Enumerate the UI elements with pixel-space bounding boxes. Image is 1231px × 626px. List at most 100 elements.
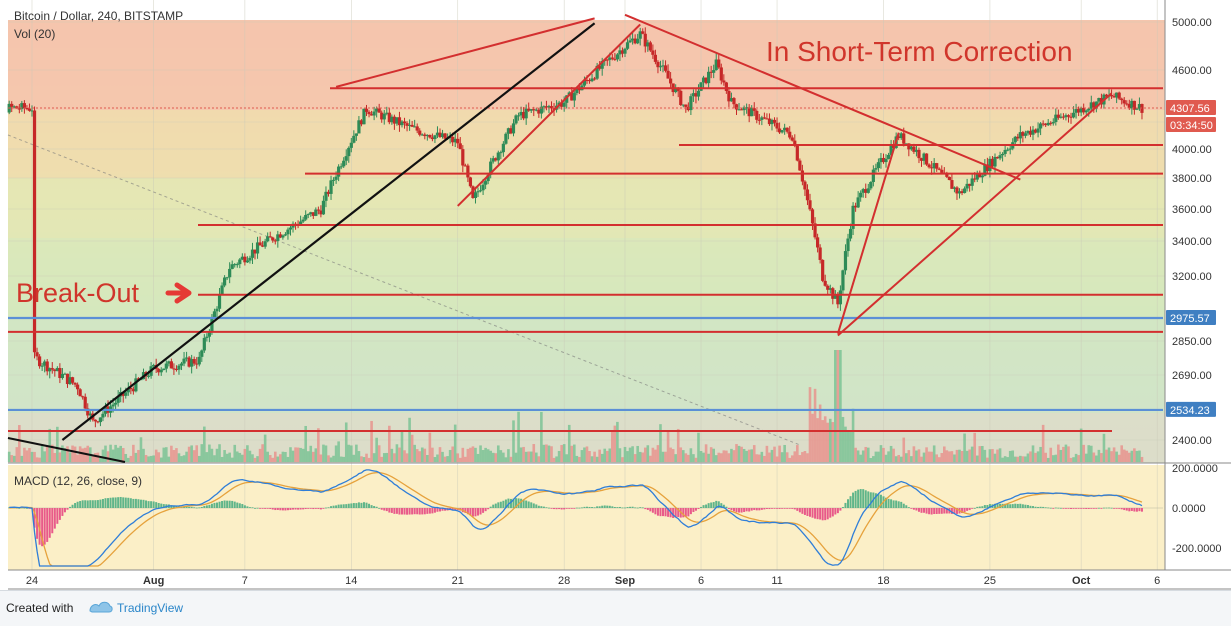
candle-body — [798, 160, 802, 171]
macd-histogram-bar — [890, 499, 893, 508]
volume-bar — [537, 456, 541, 462]
macd-histogram-bar — [299, 508, 302, 510]
candle-body — [466, 165, 470, 178]
candle-body — [288, 227, 293, 230]
volume-bar — [839, 350, 842, 462]
volume-bar — [502, 452, 505, 462]
candle-body — [836, 294, 840, 305]
macd-histogram-bar — [940, 508, 943, 514]
price-badge-label: 2534.23 — [1170, 405, 1210, 417]
macd-histogram-bar — [259, 508, 262, 509]
volume-bar — [385, 452, 389, 462]
macd-histogram-bar — [565, 508, 568, 509]
macd-histogram-bar — [677, 508, 680, 518]
horizontal-levels — [8, 87, 1163, 433]
candle-body — [329, 180, 333, 194]
volume-bar — [798, 455, 802, 462]
candle-body — [983, 164, 987, 176]
macd-histogram-bar — [864, 490, 867, 508]
candle-body — [354, 133, 358, 136]
macd-histogram-bar — [451, 508, 454, 511]
candle-body — [177, 365, 181, 370]
macd-histogram-bar — [776, 508, 779, 509]
macd-histogram-bar — [314, 508, 317, 509]
macd-histogram-bar — [945, 508, 948, 514]
volume-bar — [725, 450, 728, 462]
candle-body — [25, 108, 29, 110]
candle-body — [767, 118, 772, 125]
macd-histogram-bar — [431, 508, 434, 514]
macd-histogram-bar — [246, 506, 249, 508]
macd-histogram-bar — [867, 491, 870, 508]
candle-body — [81, 396, 85, 398]
macd-histogram-bar — [598, 506, 601, 508]
time-tick-label: 24 — [26, 575, 38, 587]
volume-bar — [400, 430, 404, 462]
macd-histogram-bar — [1080, 508, 1083, 509]
macd-histogram-bar — [36, 508, 39, 539]
macd-histogram-bar — [618, 506, 621, 508]
macd-histogram-bar — [1016, 503, 1019, 508]
volume-bar — [854, 447, 857, 462]
macd-histogram-bar — [1130, 508, 1133, 511]
volume-bar — [261, 444, 264, 462]
candle-body — [808, 200, 812, 210]
tradingview-link[interactable]: TradingView — [117, 601, 184, 615]
candle-body — [481, 184, 485, 191]
macd-histogram-bar — [56, 508, 59, 524]
volume-bar — [583, 447, 586, 462]
macd-histogram-bar — [735, 508, 738, 513]
candle-body — [73, 382, 77, 385]
candle-body — [783, 127, 787, 131]
volume-bar — [674, 454, 677, 462]
volume-bar — [681, 450, 685, 462]
macd-histogram-bar — [185, 506, 188, 508]
volume-bar — [1089, 445, 1093, 462]
tradingview-logo-icon[interactable] — [88, 599, 114, 615]
candle-body — [780, 130, 784, 133]
macd-histogram-bar — [847, 499, 850, 508]
volume-bar — [317, 428, 320, 462]
macd-histogram-bar — [441, 508, 444, 511]
candle-body — [420, 134, 424, 136]
volume-bar — [899, 456, 903, 462]
macd-histogram-bar — [1032, 506, 1035, 508]
candle-body — [271, 237, 275, 241]
volume-bar — [651, 447, 655, 462]
candle-body — [1130, 100, 1134, 109]
macd-histogram-bar — [869, 492, 872, 508]
candle-body — [68, 377, 72, 385]
macd-tick-label: 0.0000 — [1172, 503, 1206, 515]
candle-body — [136, 378, 141, 380]
candle-body — [648, 42, 652, 51]
macd-histogram-bar — [933, 508, 936, 515]
candle-body — [433, 135, 437, 140]
macd-histogram-bar — [578, 507, 581, 509]
time-tick-label: 7 — [242, 575, 248, 587]
volume-bar — [426, 454, 429, 462]
trend-line-support — [837, 92, 1113, 337]
candle-body — [638, 31, 642, 39]
macd-histogram-bar — [963, 508, 966, 513]
volume-bar — [111, 449, 115, 462]
macd-histogram-bar — [806, 508, 809, 516]
volume-bar — [431, 447, 434, 462]
candle-body — [864, 189, 868, 193]
candle-body — [339, 166, 343, 168]
candle-body — [1028, 130, 1033, 135]
volume-bar — [213, 455, 216, 462]
candle-body — [499, 152, 503, 154]
volume-bar — [210, 448, 214, 462]
candle-body — [440, 133, 445, 137]
macd-histogram-bar — [608, 505, 611, 508]
volume-bar — [687, 454, 690, 462]
dashed-diagonal-line — [7, 134, 801, 446]
macd-histogram-bar — [522, 500, 525, 508]
volume-bar — [413, 444, 416, 462]
candle-body — [78, 389, 82, 397]
macd-histogram-bar — [1123, 508, 1126, 511]
macd-histogram-bar — [335, 505, 338, 508]
volume-bar — [968, 449, 971, 462]
macd-histogram-bar — [961, 508, 964, 514]
candle-body — [962, 188, 967, 194]
